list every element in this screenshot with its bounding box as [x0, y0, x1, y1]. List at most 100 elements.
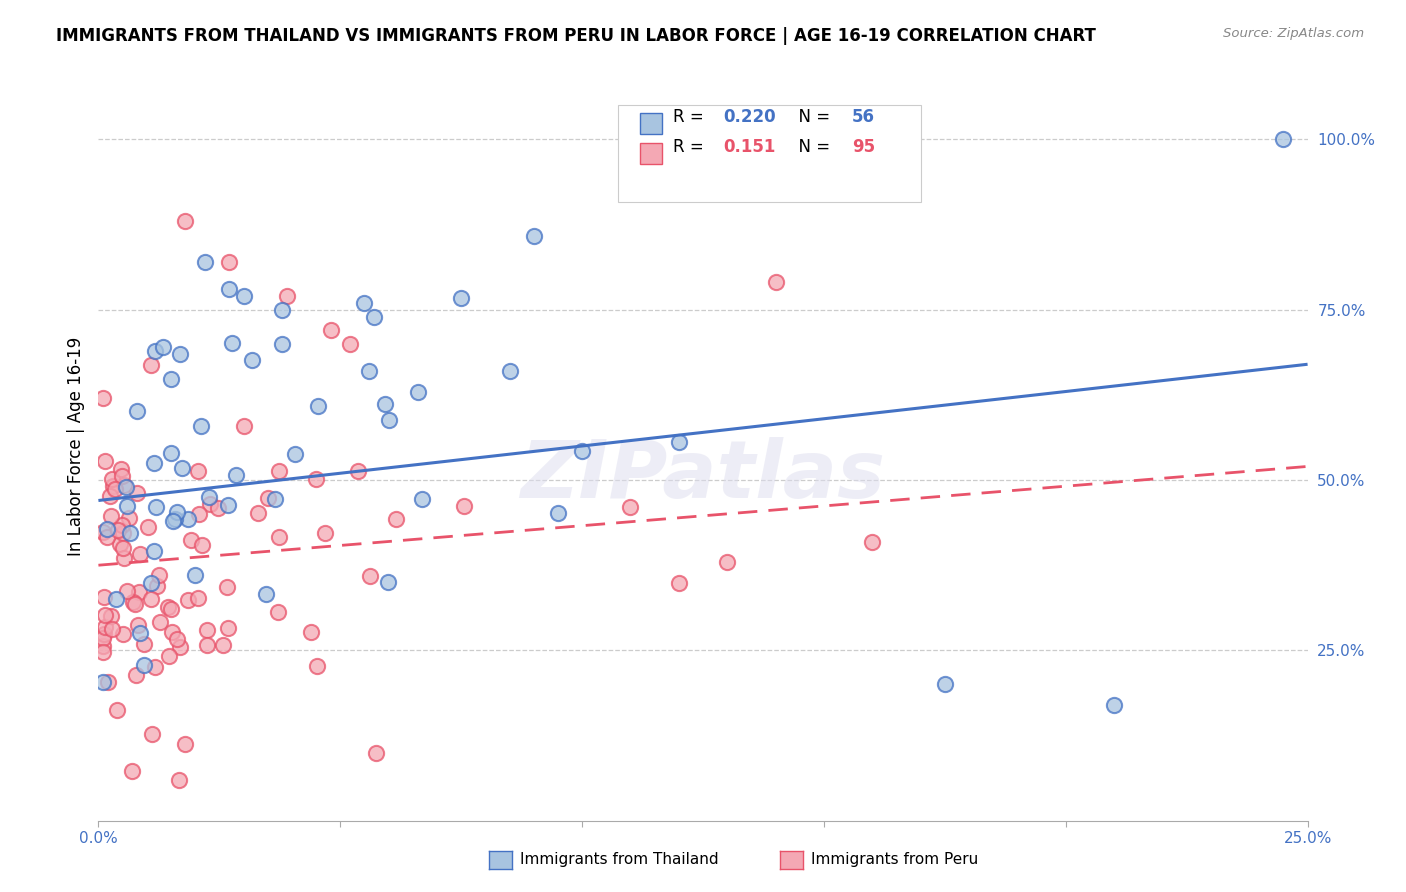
Point: [374, 397, 396, 411]
Point: [218, 255, 240, 269]
Point: [166, 505, 188, 519]
Point: [124, 597, 146, 611]
Point: [363, 310, 385, 324]
Point: [111, 525, 134, 540]
Text: Immigrants from Thailand: Immigrants from Thailand: [520, 853, 718, 867]
Point: [104, 591, 127, 606]
Point: [619, 500, 641, 514]
Point: [378, 413, 401, 427]
Point: [91, 645, 114, 659]
Point: [96, 530, 118, 544]
Point: [359, 569, 381, 583]
Point: [105, 703, 128, 717]
Point: [198, 497, 221, 511]
Point: [377, 574, 399, 589]
Point: [112, 550, 135, 565]
Point: [187, 464, 209, 478]
Text: ZIPatlas: ZIPatlas: [520, 437, 886, 515]
Point: [264, 491, 287, 506]
Point: [100, 489, 122, 503]
Point: [225, 468, 247, 483]
Point: [112, 478, 135, 492]
Point: [167, 772, 190, 787]
Point: [127, 404, 149, 418]
Point: [142, 456, 165, 470]
Point: [1102, 698, 1125, 712]
Text: R =: R =: [672, 138, 714, 156]
Point: [111, 541, 134, 556]
Point: [299, 624, 322, 639]
Point: [207, 500, 229, 515]
Point: [668, 576, 690, 591]
Point: [91, 640, 114, 654]
Point: [111, 518, 134, 533]
Point: [125, 485, 148, 500]
Point: [156, 599, 179, 614]
Text: IMMIGRANTS FROM THAILAND VS IMMIGRANTS FROM PERU IN LABOR FORCE | AGE 16-19 CORR: IMMIGRANTS FROM THAILAND VS IMMIGRANTS F…: [56, 27, 1097, 45]
Point: [141, 727, 163, 741]
Point: [271, 336, 294, 351]
Point: [159, 601, 181, 615]
Point: [91, 391, 114, 405]
Point: [93, 590, 115, 604]
Point: [217, 498, 239, 512]
Point: [166, 632, 188, 647]
Point: [139, 592, 162, 607]
Point: [160, 625, 183, 640]
Text: N =: N =: [787, 108, 835, 126]
Point: [177, 592, 200, 607]
Point: [183, 567, 205, 582]
Point: [120, 526, 142, 541]
Point: [860, 535, 883, 549]
Point: [765, 275, 787, 289]
Point: [139, 358, 162, 372]
Point: [94, 620, 117, 634]
Point: [188, 507, 211, 521]
Bar: [640, 143, 662, 163]
Point: [111, 468, 134, 483]
Point: [411, 492, 433, 507]
Point: [305, 472, 328, 486]
Point: [221, 335, 243, 350]
Point: [101, 622, 124, 636]
Point: [100, 509, 122, 524]
Point: [339, 336, 361, 351]
Point: [319, 323, 342, 337]
Point: [194, 255, 217, 269]
Text: 0.151: 0.151: [724, 138, 776, 156]
Point: [246, 506, 269, 520]
Point: [143, 543, 166, 558]
Point: [177, 512, 200, 526]
Point: [254, 587, 277, 601]
Point: [305, 659, 328, 673]
Point: [143, 660, 166, 674]
Point: [162, 514, 184, 528]
Point: [138, 520, 160, 534]
Point: [180, 533, 202, 547]
Point: [716, 555, 738, 569]
Point: [498, 364, 520, 378]
Text: Source: ZipAtlas.com: Source: ZipAtlas.com: [1223, 27, 1364, 40]
Point: [385, 512, 408, 526]
Point: [100, 609, 122, 624]
Point: [195, 638, 218, 652]
Point: [1272, 132, 1295, 146]
Point: [198, 491, 221, 505]
Point: [93, 626, 115, 640]
Point: [266, 605, 288, 619]
Point: [94, 607, 117, 622]
Point: [160, 371, 183, 385]
Point: [406, 384, 429, 399]
Point: [148, 567, 170, 582]
Point: [152, 340, 174, 354]
Point: [934, 677, 956, 691]
Point: [307, 399, 329, 413]
Text: 95: 95: [852, 138, 875, 156]
Point: [96, 522, 118, 536]
Point: [108, 536, 131, 550]
Point: [157, 649, 180, 664]
Point: [218, 622, 240, 636]
Point: [115, 480, 138, 494]
Point: [91, 674, 114, 689]
Point: [101, 479, 124, 493]
